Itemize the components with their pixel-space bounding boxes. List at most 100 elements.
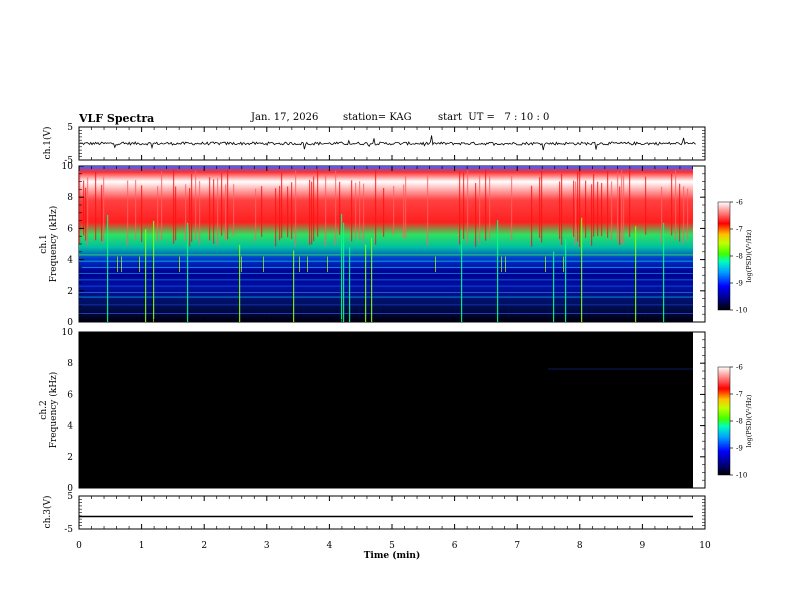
spectrogram-mid-streak — [179, 256, 180, 273]
ch1-colorbar-label: log(PSD)(V²/Hz) — [745, 229, 753, 282]
y-tick-label: 8 — [67, 193, 73, 203]
spectrogram-red-streak — [489, 176, 491, 239]
spectrogram-red-streak — [671, 173, 673, 236]
spectrogram-mid-streak — [299, 256, 300, 273]
spectrogram-red-streak — [607, 171, 609, 238]
spectrogram-red-streak — [221, 173, 223, 236]
y-tick-label: 4 — [67, 256, 73, 266]
spectrogram-red-streak — [359, 181, 361, 240]
date-label: Jan. 17, 2026 — [251, 112, 319, 123]
spectrogram-red-streak — [325, 173, 327, 247]
y-tick-label: 10 — [62, 162, 74, 172]
spectrogram-red-streak — [559, 181, 561, 240]
spectrogram-red-streak — [383, 187, 385, 237]
spectrogram-red-streak — [363, 183, 365, 242]
colorbar-tick-label: -8 — [736, 253, 743, 261]
spectrogram-mid-streak — [307, 256, 308, 273]
spectrogram-mid-streak — [241, 256, 242, 273]
ch3-waveform-ylabel: ch.3(V) — [42, 496, 53, 529]
colorbar-tick-label: -9 — [736, 445, 743, 453]
spectrogram-mid-streak — [139, 256, 140, 273]
spectrogram-green-streak — [107, 215, 109, 322]
spectrogram-red-streak — [601, 183, 603, 237]
spectrogram-red-streak — [683, 186, 685, 245]
x-tick-label: 10 — [699, 541, 711, 551]
spectrogram-red-streak — [157, 186, 159, 242]
x-tick-label: 5 — [389, 541, 395, 551]
y-tick-label: 8 — [67, 359, 73, 369]
spectrogram-red-streak — [191, 173, 193, 242]
x-tick-label: 8 — [577, 541, 583, 551]
spectrogram-red-streak — [687, 188, 689, 239]
spectrogram-red-streak — [539, 177, 541, 238]
spectrogram-red-streak — [393, 185, 395, 235]
spectrogram-red-streak — [467, 170, 469, 244]
spectrogram-mid-streak — [545, 256, 546, 273]
spectrogram-red-streak — [313, 176, 315, 242]
spectrogram-green-streak — [635, 226, 637, 322]
spectrogram-red-streak — [561, 173, 563, 245]
spectrogram-red-streak — [611, 181, 613, 241]
spectrogram-green-streak — [461, 229, 463, 322]
x-tick-label: 6 — [452, 541, 458, 551]
colorbar-tick-label: -7 — [736, 391, 743, 399]
spectrogram-red-streak — [135, 180, 137, 240]
spectrogram-red-streak — [475, 183, 477, 247]
spectrogram-red-streak — [79, 172, 81, 245]
spectrogram-green-streak — [497, 220, 499, 322]
spectrogram-red-streak — [575, 181, 577, 246]
y-tick-label: 6 — [67, 224, 73, 234]
spectrogram-red-streak — [279, 185, 281, 241]
spectrogram-mid-streak — [505, 256, 506, 273]
colorbar-tick-label: -10 — [736, 472, 747, 480]
spectrogram-red-streak — [645, 176, 647, 235]
y-tick-label: 0 — [67, 318, 73, 328]
spectrogram-green-streak — [145, 229, 147, 322]
spectrogram-red-streak — [531, 185, 533, 247]
colorbar-tick-label: -6 — [736, 199, 743, 207]
spectrogram-red-streak — [479, 174, 481, 244]
spectrogram-red-streak — [185, 184, 187, 241]
spectrogram-green-streak — [553, 251, 555, 322]
spectrogram-red-streak — [161, 171, 163, 241]
spectrogram-red-streak — [101, 184, 103, 242]
spectrogram-red-streak — [103, 176, 105, 243]
y-tick-label: 2 — [67, 287, 73, 297]
x-tick-label: 4 — [327, 541, 333, 551]
spectrogram-red-streak — [427, 175, 429, 246]
ch1-waveform-trace — [79, 135, 696, 151]
spectrogram-red-streak — [209, 177, 211, 241]
spectrogram-red-streak — [295, 170, 297, 247]
spectrogram-red-streak — [87, 177, 89, 246]
colorbar-tick-label: -8 — [736, 418, 743, 426]
spectrogram-red-streak — [95, 172, 97, 241]
spectrogram-mid-streak — [117, 256, 118, 273]
y-tick-label: 4 — [67, 422, 73, 432]
spectrogram-red-streak — [619, 186, 621, 245]
y-tick-label: -5 — [64, 156, 73, 166]
spectrogram-red-streak — [127, 180, 129, 246]
spectrogram-mid-streak — [501, 256, 502, 273]
spectrogram-red-streak — [591, 184, 593, 246]
station-label: station= KAG — [343, 112, 412, 123]
spectrogram-red-streak — [593, 174, 595, 237]
x-tick-label: 9 — [640, 541, 646, 551]
spectrogram-red-streak — [355, 182, 357, 239]
spectrogram-red-streak — [405, 175, 407, 239]
colorbar-tick-label: -10 — [736, 307, 747, 315]
spectrogram-red-streak — [309, 179, 311, 245]
spectrogram-red-streak — [311, 181, 313, 245]
ch1-colorbar — [717, 201, 731, 311]
spectrogram-green-streak — [187, 222, 189, 322]
spectrogram-green-streak — [581, 217, 583, 322]
spectrogram-red-streak — [585, 180, 587, 238]
spectrogram-green-streak — [693, 221, 694, 322]
x-tick-label: 7 — [514, 541, 520, 551]
spectrogram-red-streak — [281, 172, 283, 239]
x-axis-ticks: 0 1 2 3 4 5 6 7 8 9 10 — [76, 127, 711, 551]
colorbar-ticks: -6 -7 -8 -9 -10 -6 -7 -8 -9 -10 — [730, 199, 747, 480]
y-tick-label: 0 — [67, 484, 73, 494]
spectrogram-red-streak — [541, 170, 543, 243]
